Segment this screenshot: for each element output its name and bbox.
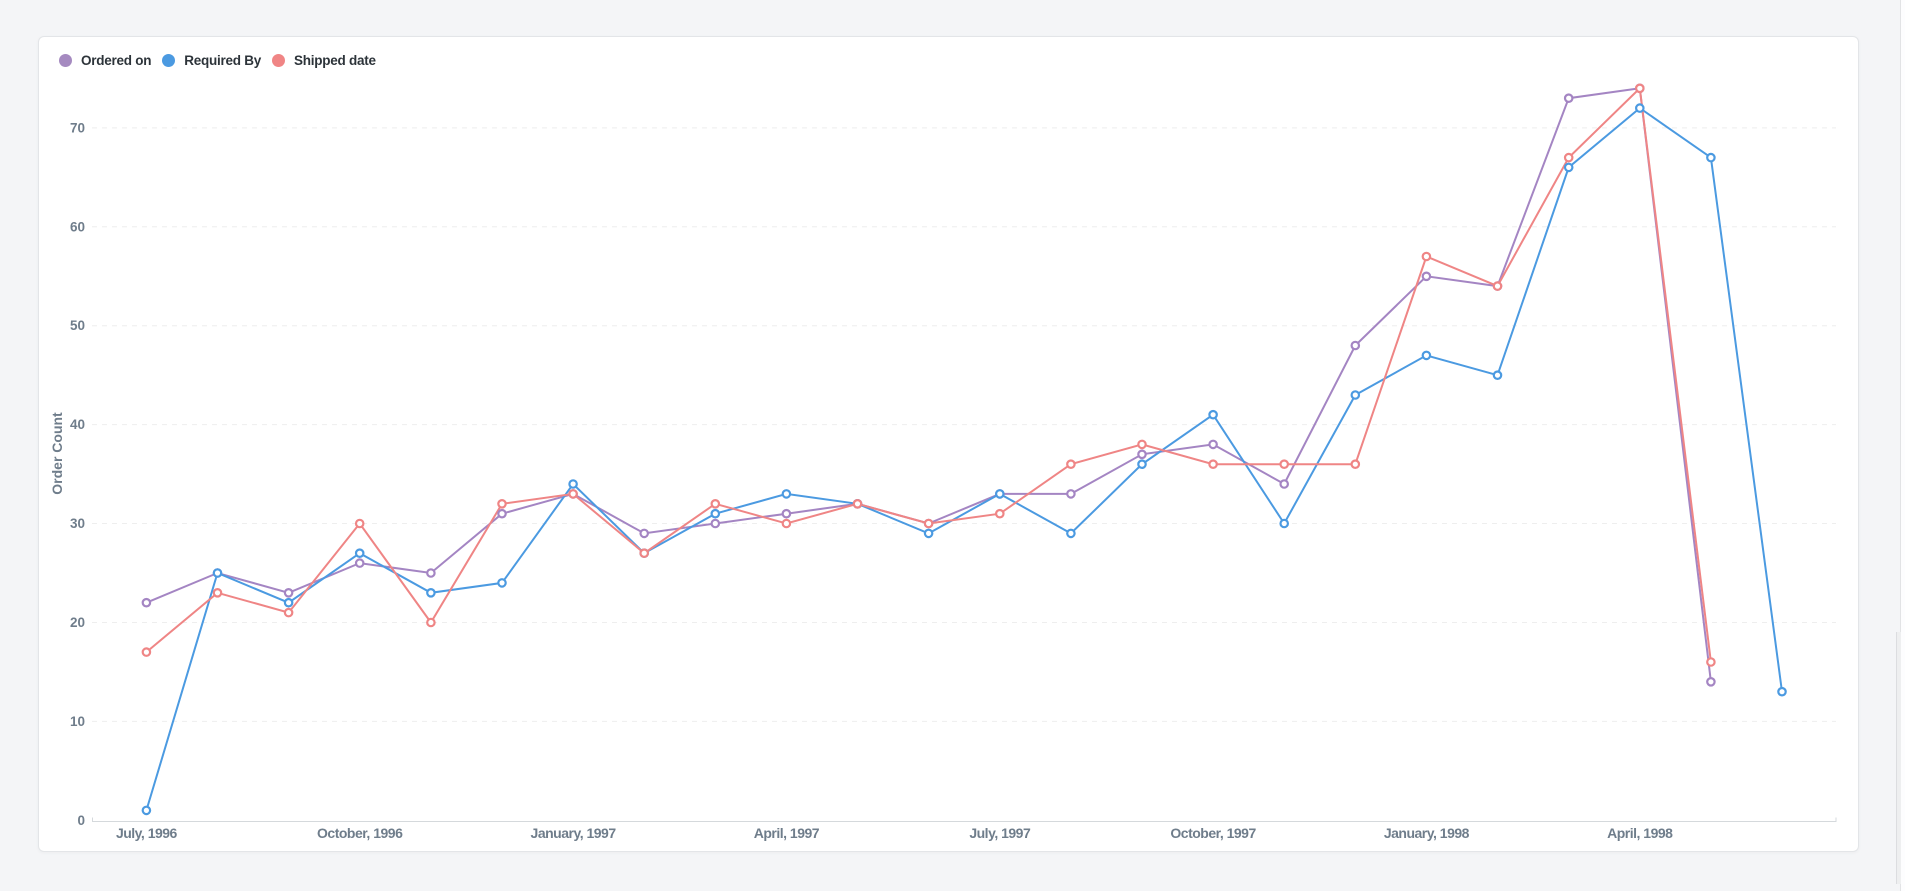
svg-text:20: 20 xyxy=(70,615,85,630)
svg-text:July, 1996: July, 1996 xyxy=(116,825,178,841)
svg-text:October, 1997: October, 1997 xyxy=(1170,825,1256,841)
svg-text:40: 40 xyxy=(70,417,85,432)
svg-text:70: 70 xyxy=(70,120,85,135)
svg-text:July, 1997: July, 1997 xyxy=(969,825,1031,841)
svg-text:0: 0 xyxy=(77,813,85,828)
svg-text:January, 1998: January, 1998 xyxy=(1384,825,1470,841)
svg-text:April, 1997: April, 1997 xyxy=(754,825,820,841)
svg-text:10: 10 xyxy=(70,714,85,729)
svg-text:October, 1996: October, 1996 xyxy=(317,825,403,841)
svg-text:Order Count: Order Count xyxy=(49,412,65,495)
svg-text:60: 60 xyxy=(70,219,85,234)
svg-text:January, 1997: January, 1997 xyxy=(531,825,617,841)
svg-text:30: 30 xyxy=(70,516,85,531)
svg-text:50: 50 xyxy=(70,318,85,333)
svg-text:April, 1998: April, 1998 xyxy=(1607,825,1673,841)
